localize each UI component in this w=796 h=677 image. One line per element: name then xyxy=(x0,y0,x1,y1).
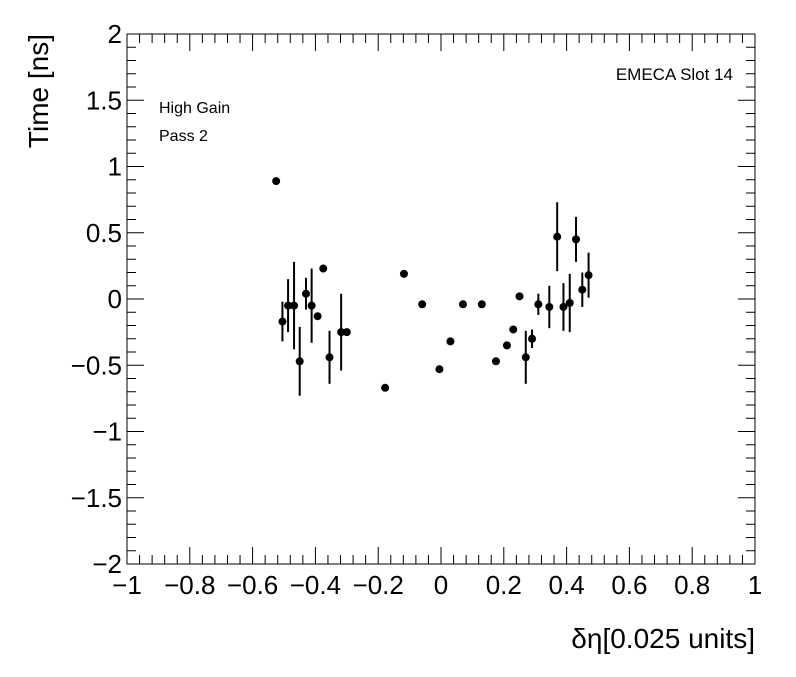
axis-tick-labels: −1 −0.8 −0.6 −0.4 −0.2 0 0.2 0.4 0.6 0.8 1 −2 −1.5 −1… xyxy=(71,19,763,600)
y-axis-label: Time [ns] xyxy=(23,34,54,148)
data-point xyxy=(295,357,304,366)
y-tick-label: 2 xyxy=(108,19,122,49)
data-point xyxy=(458,300,467,309)
data-point xyxy=(502,341,511,350)
data-point xyxy=(509,325,518,334)
annotation-high-gain: High Gain xyxy=(159,100,230,117)
data-point xyxy=(381,383,390,392)
data-point xyxy=(399,269,408,278)
y-tick-label: 0.5 xyxy=(86,218,122,248)
data-point xyxy=(559,302,568,311)
data-point xyxy=(325,353,334,362)
x-tick-label: 0.4 xyxy=(549,570,585,600)
data-point xyxy=(301,289,310,298)
data-point xyxy=(553,232,562,241)
data-point xyxy=(565,298,574,307)
data-point xyxy=(284,301,293,310)
data-point xyxy=(313,312,322,321)
data-point xyxy=(584,271,593,280)
data-point xyxy=(477,300,486,309)
data-point xyxy=(534,300,543,309)
data-points xyxy=(272,177,593,396)
y-tick-label: 1 xyxy=(108,152,122,182)
data-point xyxy=(578,285,587,294)
data-point xyxy=(337,328,346,337)
x-tick-label: 0.8 xyxy=(674,570,710,600)
data-point xyxy=(435,365,444,374)
data-point xyxy=(572,235,581,244)
y-tick-label: −1 xyxy=(92,417,122,447)
data-point xyxy=(307,301,316,310)
data-point xyxy=(272,177,281,186)
data-point xyxy=(446,337,455,346)
annotation-pass: Pass 2 xyxy=(159,128,208,145)
data-point xyxy=(528,334,537,343)
x-tick-label: −0.6 xyxy=(227,570,278,600)
axis-ticks xyxy=(126,33,756,565)
x-tick-label: 0.6 xyxy=(611,570,647,600)
x-tick-label: −0.4 xyxy=(290,570,341,600)
x-tick-label: −0.8 xyxy=(164,570,215,600)
data-point xyxy=(491,357,500,366)
y-tick-label: −1.5 xyxy=(71,483,122,513)
annotation-slot: EMECA Slot 14 xyxy=(616,65,733,84)
data-point xyxy=(342,328,351,337)
x-tick-label: 1 xyxy=(748,570,762,600)
data-point xyxy=(521,353,530,362)
data-point xyxy=(319,264,328,273)
x-axis-label: δη[0.025 units] xyxy=(571,623,755,654)
data-point xyxy=(545,302,554,311)
data-point xyxy=(290,301,299,310)
y-tick-label: 0 xyxy=(108,284,122,314)
x-tick-label: −1 xyxy=(112,570,142,600)
y-tick-label: 1.5 xyxy=(86,85,122,115)
x-tick-label: 0 xyxy=(434,570,448,600)
data-point xyxy=(278,317,287,326)
y-tick-label: −0.5 xyxy=(71,350,122,380)
x-tick-label: 0.2 xyxy=(486,570,522,600)
data-point xyxy=(515,292,524,301)
data-point xyxy=(418,300,427,309)
y-tick-label: −2 xyxy=(92,549,122,579)
x-tick-label: −0.2 xyxy=(353,570,404,600)
